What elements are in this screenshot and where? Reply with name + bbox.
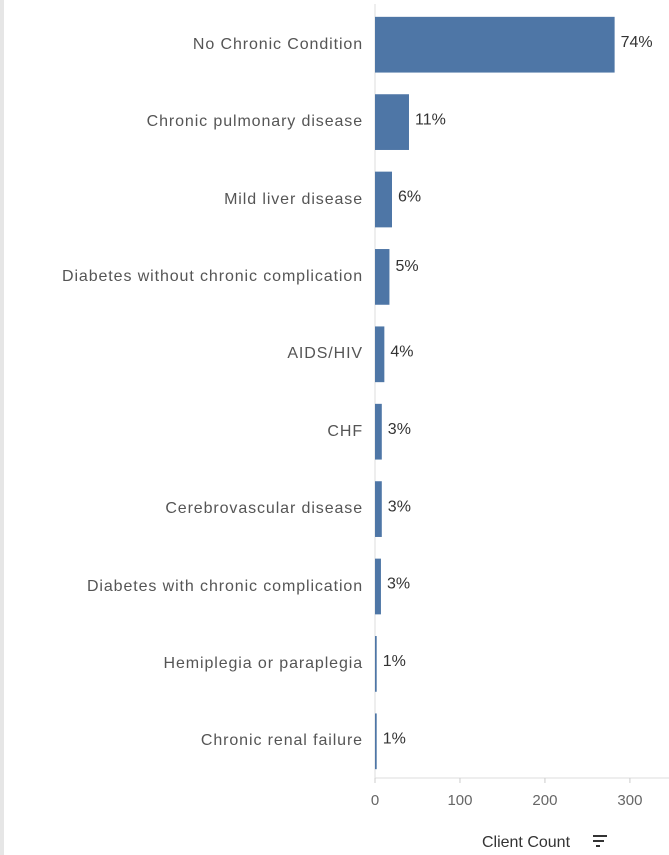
x-tick-label: 100	[447, 792, 472, 809]
bar	[375, 171, 392, 228]
data-label: 4%	[390, 344, 413, 361]
data-label: 3%	[388, 421, 411, 438]
sort-icon	[593, 835, 607, 847]
category-label: Hemiplegia or paraplegia	[163, 654, 363, 672]
bar	[375, 713, 377, 770]
bar	[375, 481, 382, 537]
data-label: 3%	[388, 498, 411, 515]
category-label: No Chronic Condition	[192, 35, 363, 53]
category-label: Chronic renal failure	[200, 732, 363, 750]
bar	[375, 403, 382, 460]
x-tick-label: 0	[371, 792, 379, 809]
data-label: 11%	[415, 111, 446, 128]
bar	[375, 636, 377, 692]
x-tick-label: 300	[617, 792, 642, 809]
bar	[375, 558, 381, 615]
data-label: 74%	[621, 34, 653, 51]
category-label: CHF	[327, 422, 363, 440]
bar	[375, 94, 409, 150]
category-label: AIDS/HIV	[287, 345, 363, 363]
data-label: 5%	[395, 258, 418, 275]
bar	[375, 249, 390, 305]
data-label: 3%	[387, 576, 410, 593]
data-label: 1%	[383, 653, 406, 670]
data-label: 6%	[398, 189, 421, 206]
bar	[375, 326, 385, 383]
category-label: Chronic pulmonary disease	[146, 113, 363, 131]
category-label: Cerebrovascular disease	[165, 500, 363, 518]
category-label: Diabetes with chronic complication	[86, 577, 363, 595]
x-tick-label: 200	[532, 792, 557, 809]
data-label: 1%	[383, 731, 406, 748]
x-axis-title: Client Count	[482, 834, 571, 851]
category-label: Diabetes without chronic complication	[62, 267, 363, 285]
left-border	[0, 0, 4, 855]
bar	[375, 16, 615, 73]
category-label: Mild liver disease	[224, 190, 363, 208]
